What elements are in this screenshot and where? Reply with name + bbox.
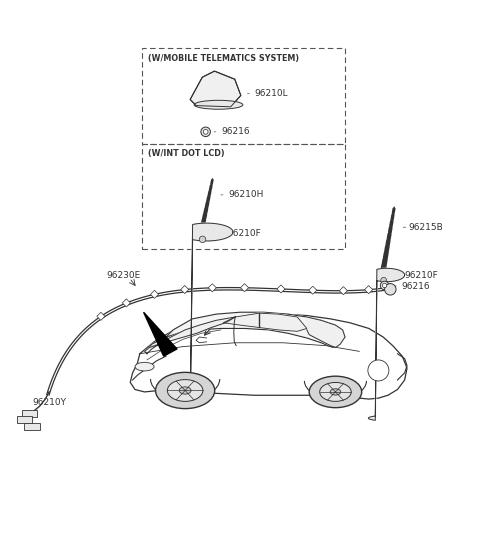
- Bar: [122, 299, 131, 307]
- Polygon shape: [144, 312, 177, 356]
- Text: 96210F: 96210F: [404, 271, 438, 279]
- Bar: [97, 312, 105, 320]
- Circle shape: [199, 236, 206, 243]
- FancyBboxPatch shape: [17, 416, 33, 424]
- Text: 96230E: 96230E: [107, 272, 141, 280]
- Circle shape: [203, 129, 208, 134]
- Bar: [309, 286, 317, 294]
- Ellipse shape: [330, 389, 341, 395]
- Text: 96216: 96216: [221, 128, 250, 136]
- Bar: [142, 144, 345, 249]
- Circle shape: [384, 284, 396, 295]
- Polygon shape: [190, 71, 241, 107]
- Text: 96210L: 96210L: [254, 89, 288, 98]
- Bar: [365, 285, 372, 294]
- FancyBboxPatch shape: [22, 410, 37, 417]
- Bar: [142, 48, 345, 144]
- Ellipse shape: [320, 382, 351, 402]
- Bar: [240, 284, 249, 292]
- Ellipse shape: [135, 362, 154, 371]
- Polygon shape: [147, 312, 345, 350]
- Bar: [151, 290, 158, 298]
- Polygon shape: [144, 317, 235, 354]
- Ellipse shape: [309, 376, 362, 408]
- Circle shape: [368, 360, 389, 381]
- Ellipse shape: [156, 372, 215, 409]
- Circle shape: [383, 283, 387, 288]
- Bar: [180, 285, 189, 294]
- Polygon shape: [368, 268, 405, 420]
- Ellipse shape: [194, 100, 243, 109]
- Polygon shape: [307, 317, 345, 348]
- Polygon shape: [180, 223, 233, 404]
- Text: 96210Y: 96210Y: [33, 398, 66, 408]
- Bar: [208, 284, 216, 292]
- Polygon shape: [130, 313, 407, 399]
- Text: 96215B: 96215B: [408, 223, 443, 232]
- Bar: [339, 287, 348, 295]
- Text: 96216: 96216: [401, 282, 430, 291]
- Text: (W/INT DOT LCD): (W/INT DOT LCD): [148, 150, 225, 158]
- Bar: [277, 285, 285, 293]
- Text: 96210F: 96210F: [227, 228, 261, 238]
- Circle shape: [201, 127, 210, 136]
- Text: (W/MOBILE TELEMATICS SYSTEM): (W/MOBILE TELEMATICS SYSTEM): [148, 54, 299, 63]
- FancyBboxPatch shape: [24, 423, 39, 430]
- Circle shape: [381, 277, 386, 283]
- Ellipse shape: [179, 387, 191, 394]
- Circle shape: [380, 281, 389, 290]
- Ellipse shape: [168, 379, 203, 401]
- Polygon shape: [223, 313, 307, 331]
- Text: 96210H: 96210H: [228, 190, 264, 199]
